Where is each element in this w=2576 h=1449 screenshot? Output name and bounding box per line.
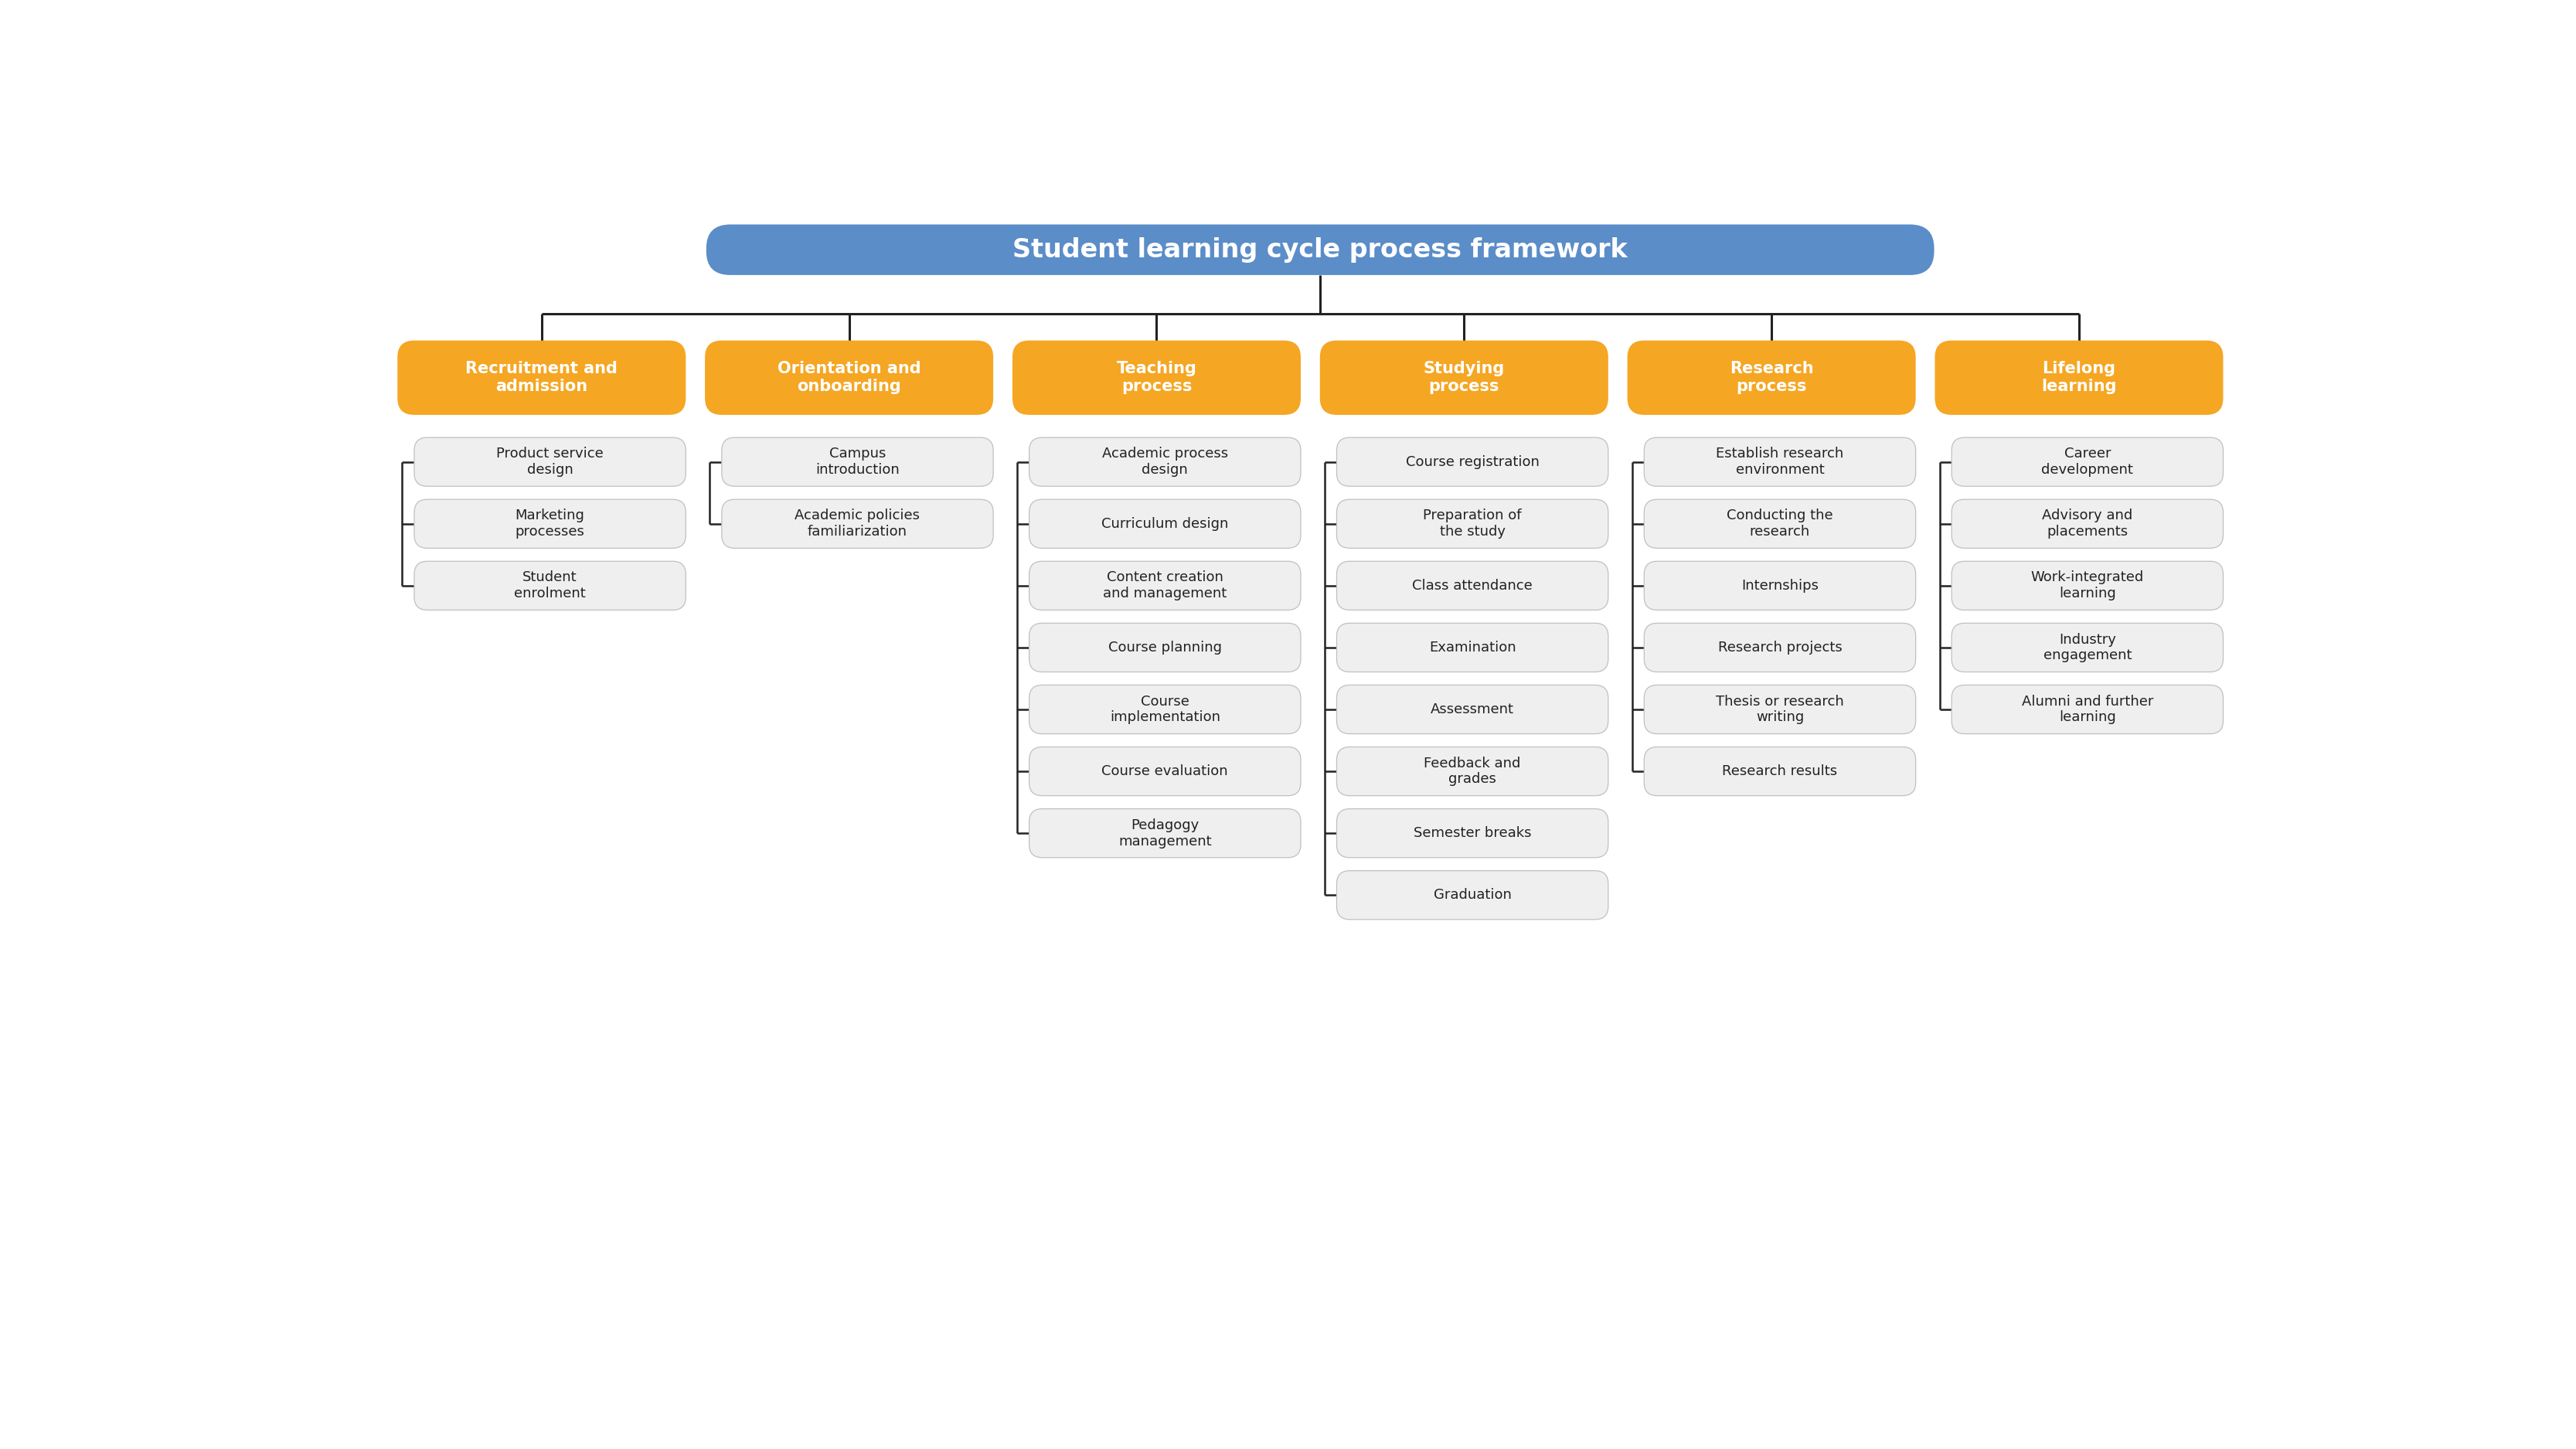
Text: Content creation
and management: Content creation and management <box>1103 571 1226 601</box>
FancyBboxPatch shape <box>1643 500 1917 548</box>
Text: Industry
engagement: Industry engagement <box>2043 633 2133 662</box>
FancyBboxPatch shape <box>1953 561 2223 610</box>
FancyBboxPatch shape <box>1643 561 1917 610</box>
Text: Pedagogy
management: Pedagogy management <box>1118 819 1211 848</box>
FancyBboxPatch shape <box>1012 341 1301 414</box>
FancyBboxPatch shape <box>1337 623 1607 672</box>
Text: Alumni and further
learning: Alumni and further learning <box>2022 694 2154 724</box>
Text: Research projects: Research projects <box>1718 640 1842 655</box>
FancyBboxPatch shape <box>1643 623 1917 672</box>
FancyBboxPatch shape <box>1643 438 1917 487</box>
Text: Research
process: Research process <box>1728 361 1814 394</box>
Text: Product service
design: Product service design <box>497 446 603 477</box>
FancyBboxPatch shape <box>706 225 1935 275</box>
Text: Orientation and
onboarding: Orientation and onboarding <box>778 361 920 394</box>
FancyBboxPatch shape <box>1337 746 1607 796</box>
Text: Establish research
environment: Establish research environment <box>1716 446 1844 477</box>
Text: Conducting the
research: Conducting the research <box>1726 509 1834 539</box>
Text: Course
implementation: Course implementation <box>1110 694 1221 724</box>
Text: Semester breaks: Semester breaks <box>1414 826 1530 840</box>
FancyBboxPatch shape <box>415 438 685 487</box>
Text: Class attendance: Class attendance <box>1412 578 1533 593</box>
FancyBboxPatch shape <box>1643 685 1917 733</box>
FancyBboxPatch shape <box>397 341 685 414</box>
Text: Studying
process: Studying process <box>1425 361 1504 394</box>
FancyBboxPatch shape <box>1030 809 1301 858</box>
FancyBboxPatch shape <box>1030 438 1301 487</box>
Text: Lifelong
learning: Lifelong learning <box>2040 361 2117 394</box>
Text: Examination: Examination <box>1430 640 1515 655</box>
Text: Course planning: Course planning <box>1108 640 1221 655</box>
FancyBboxPatch shape <box>1953 438 2223 487</box>
FancyBboxPatch shape <box>1643 746 1917 796</box>
FancyBboxPatch shape <box>1337 809 1607 858</box>
Text: Advisory and
placements: Advisory and placements <box>2043 509 2133 539</box>
Text: Curriculum design: Curriculum design <box>1103 517 1229 530</box>
Text: Research results: Research results <box>1723 765 1837 778</box>
Text: Academic policies
familiarization: Academic policies familiarization <box>796 509 920 539</box>
FancyBboxPatch shape <box>1337 500 1607 548</box>
Text: Feedback and
grades: Feedback and grades <box>1425 756 1520 787</box>
FancyBboxPatch shape <box>1337 871 1607 920</box>
FancyBboxPatch shape <box>1030 746 1301 796</box>
Text: Course evaluation: Course evaluation <box>1103 765 1229 778</box>
Text: Course registration: Course registration <box>1406 455 1540 469</box>
FancyBboxPatch shape <box>1953 623 2223 672</box>
Text: Work-integrated
learning: Work-integrated learning <box>2030 571 2143 601</box>
Text: Assessment: Assessment <box>1430 703 1515 716</box>
FancyBboxPatch shape <box>1628 341 1917 414</box>
Text: Graduation: Graduation <box>1432 888 1512 903</box>
Text: Student learning cycle process framework: Student learning cycle process framework <box>1012 238 1628 262</box>
Text: Career
development: Career development <box>2040 446 2133 477</box>
FancyBboxPatch shape <box>1030 561 1301 610</box>
FancyBboxPatch shape <box>1030 623 1301 672</box>
Text: Recruitment and
admission: Recruitment and admission <box>466 361 618 394</box>
FancyBboxPatch shape <box>1337 685 1607 733</box>
FancyBboxPatch shape <box>721 438 994 487</box>
FancyBboxPatch shape <box>706 341 994 414</box>
Text: Preparation of
the study: Preparation of the study <box>1422 509 1522 539</box>
Text: Academic process
design: Academic process design <box>1103 446 1229 477</box>
FancyBboxPatch shape <box>1953 500 2223 548</box>
FancyBboxPatch shape <box>1030 500 1301 548</box>
Text: Student
enrolment: Student enrolment <box>515 571 585 601</box>
Text: Marketing
processes: Marketing processes <box>515 509 585 539</box>
FancyBboxPatch shape <box>1953 685 2223 733</box>
FancyBboxPatch shape <box>1337 561 1607 610</box>
FancyBboxPatch shape <box>1337 438 1607 487</box>
FancyBboxPatch shape <box>415 561 685 610</box>
FancyBboxPatch shape <box>721 500 994 548</box>
FancyBboxPatch shape <box>1030 685 1301 733</box>
Text: Campus
introduction: Campus introduction <box>817 446 899 477</box>
FancyBboxPatch shape <box>415 500 685 548</box>
FancyBboxPatch shape <box>1319 341 1607 414</box>
Text: Internships: Internships <box>1741 578 1819 593</box>
FancyBboxPatch shape <box>1935 341 2223 414</box>
Text: Teaching
process: Teaching process <box>1115 361 1198 394</box>
Text: Thesis or research
writing: Thesis or research writing <box>1716 694 1844 724</box>
